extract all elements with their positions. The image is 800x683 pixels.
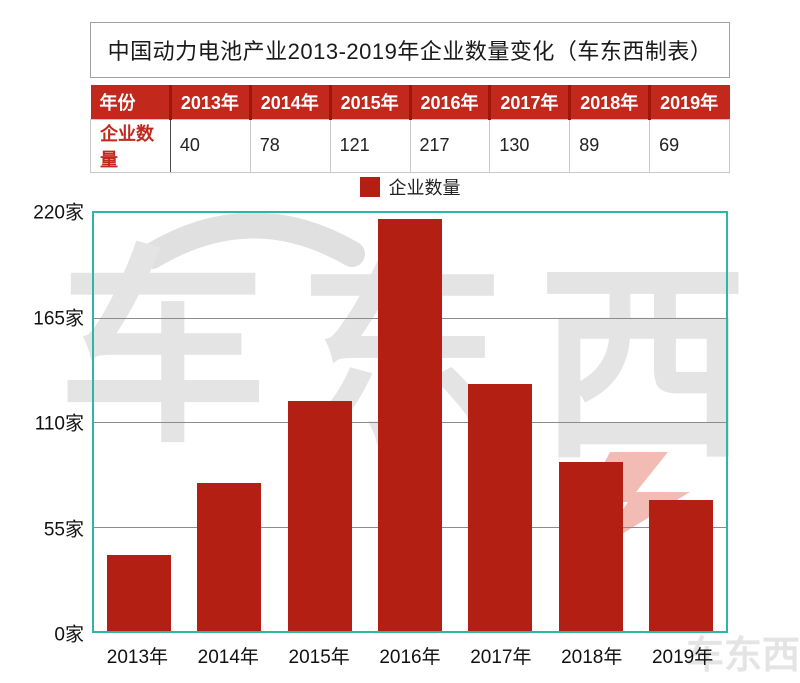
data-table: 年份 2013年 2014年 2015年 2016年 2017年 2018年 2…: [90, 85, 730, 173]
y-tick-110: 110家: [34, 413, 84, 435]
x-tick-2018: 2018年: [561, 647, 623, 668]
table-value-2016: 217: [409, 118, 491, 173]
chart-title: 中国动力电池产业2013-2019年企业数量变化（车东西制表）: [107, 39, 713, 64]
plot-area: [92, 211, 728, 633]
x-tick-2016: 2016年: [379, 647, 441, 668]
y-tick-55: 55家: [43, 519, 84, 540]
table-header-cell-label: 年份: [90, 85, 171, 119]
bar-2019年: [648, 499, 713, 631]
y-tick-220: 220家: [33, 202, 84, 224]
x-tick-2013: 2013年: [106, 647, 169, 668]
table-value-2019: 69: [649, 118, 730, 173]
x-tick-2019: 2019年: [651, 647, 714, 668]
legend-color-swatch: [359, 177, 380, 197]
x-tick-2014: 2014年: [197, 647, 259, 668]
table-header-cell-2019: 2019年: [648, 85, 730, 119]
table-data-row: 企业数量 40 78 121 217 130 89 69: [90, 118, 730, 173]
legend-label: 企业数量: [388, 178, 461, 198]
x-tick-2017: 2017年: [470, 647, 532, 668]
bar-2018年: [558, 461, 623, 631]
legend: 企业数量: [92, 175, 728, 199]
table-value-2014: 78: [249, 118, 331, 173]
bar-2016年: [377, 218, 442, 631]
table-header-cell-2015: 2015年: [328, 85, 410, 119]
bar-2015年: [287, 401, 352, 631]
table-value-2017: 130: [489, 118, 571, 173]
y-tick-165: 165家: [33, 308, 84, 329]
table-value-2013: 40: [169, 118, 251, 173]
bar-2014年: [197, 482, 262, 631]
y-tick-0: 0家: [54, 624, 84, 646]
table-header-cell-2013: 2013年: [168, 85, 251, 119]
table-header-cell-2018: 2018年: [568, 85, 650, 119]
x-tick-2015: 2015年: [288, 647, 350, 668]
table-row-label: 企业数量: [90, 118, 171, 173]
x-axis: 2013年 2014年 2015年 2016年 2017年 2018年 2019…: [92, 642, 728, 669]
table-header-cell-2016: 2016年: [408, 85, 490, 119]
bar-2013年: [107, 555, 172, 631]
table-header-row: 年份 2013年 2014年 2015年 2016年 2017年 2018年 2…: [90, 85, 730, 119]
table-value-2015: 121: [329, 118, 411, 173]
bar-series: [94, 213, 726, 631]
table-value-2018: 89: [569, 118, 651, 173]
y-axis: 220家 165家 110家 55家 0家: [0, 203, 84, 646]
table-header-cell-2014: 2014年: [248, 85, 331, 119]
table-header-cell-2017: 2017年: [488, 85, 570, 119]
bar-2017年: [468, 384, 533, 631]
chart-title-box: 中国动力电池产业2013-2019年企业数量变化（车东西制表）: [90, 22, 730, 78]
